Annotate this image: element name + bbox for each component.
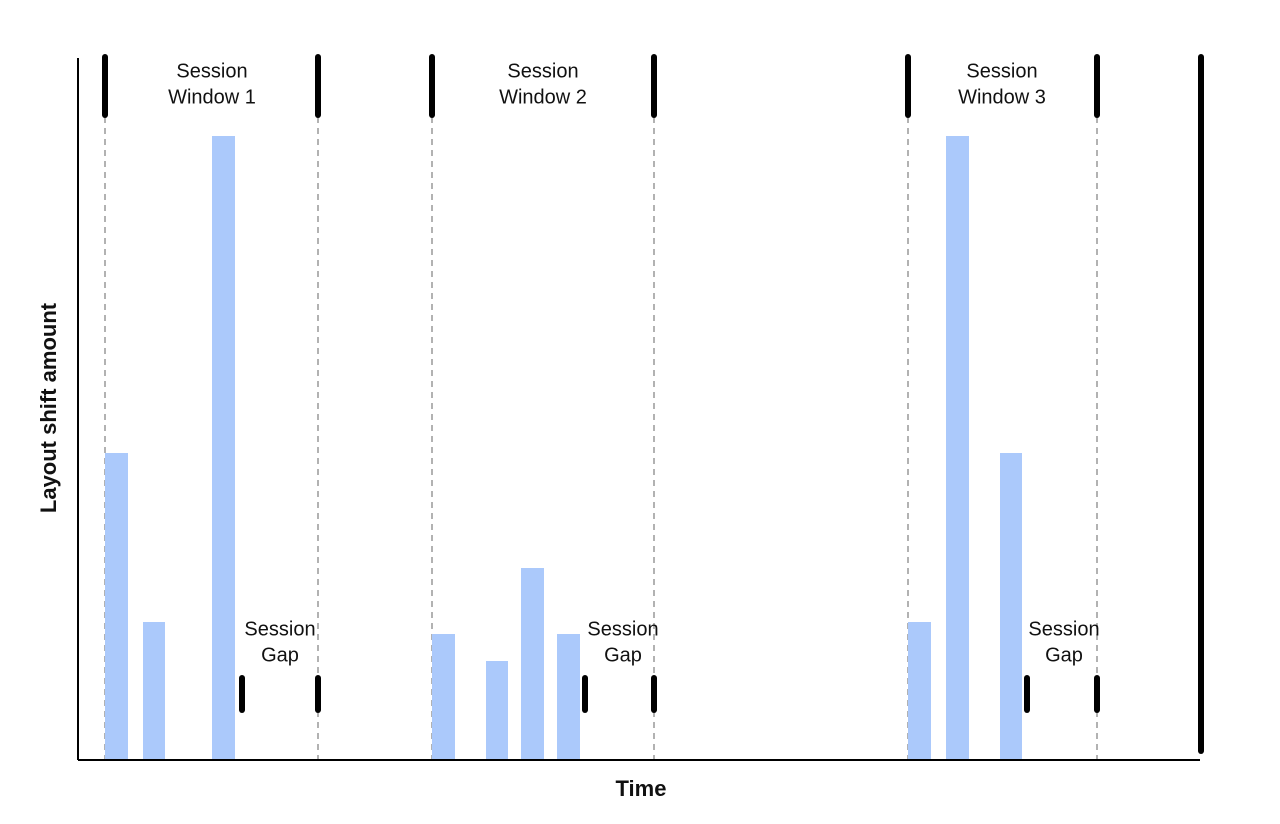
gap-label: Session — [587, 618, 658, 640]
gap-label: Session — [1028, 618, 1099, 640]
window-label: Session — [966, 60, 1037, 82]
window-label: Session — [176, 60, 247, 82]
window-label: Window 3 — [958, 86, 1046, 108]
gap-label: Gap — [261, 644, 299, 666]
gap-markers — [239, 675, 1100, 713]
window-label: Window 2 — [499, 86, 587, 108]
layout-shift-bars — [105, 136, 1022, 760]
window-label: Session — [507, 60, 578, 82]
window-boundaries — [104, 117, 1098, 760]
gap-label: Session — [244, 618, 315, 640]
gap-label: Gap — [604, 644, 642, 666]
window-label: Window 1 — [168, 86, 256, 108]
x-axis-title: Time — [616, 776, 667, 801]
gap-label: Gap — [1045, 644, 1083, 666]
window-markers — [102, 54, 1100, 118]
y-axis-title: Layout shift amount — [36, 302, 61, 513]
